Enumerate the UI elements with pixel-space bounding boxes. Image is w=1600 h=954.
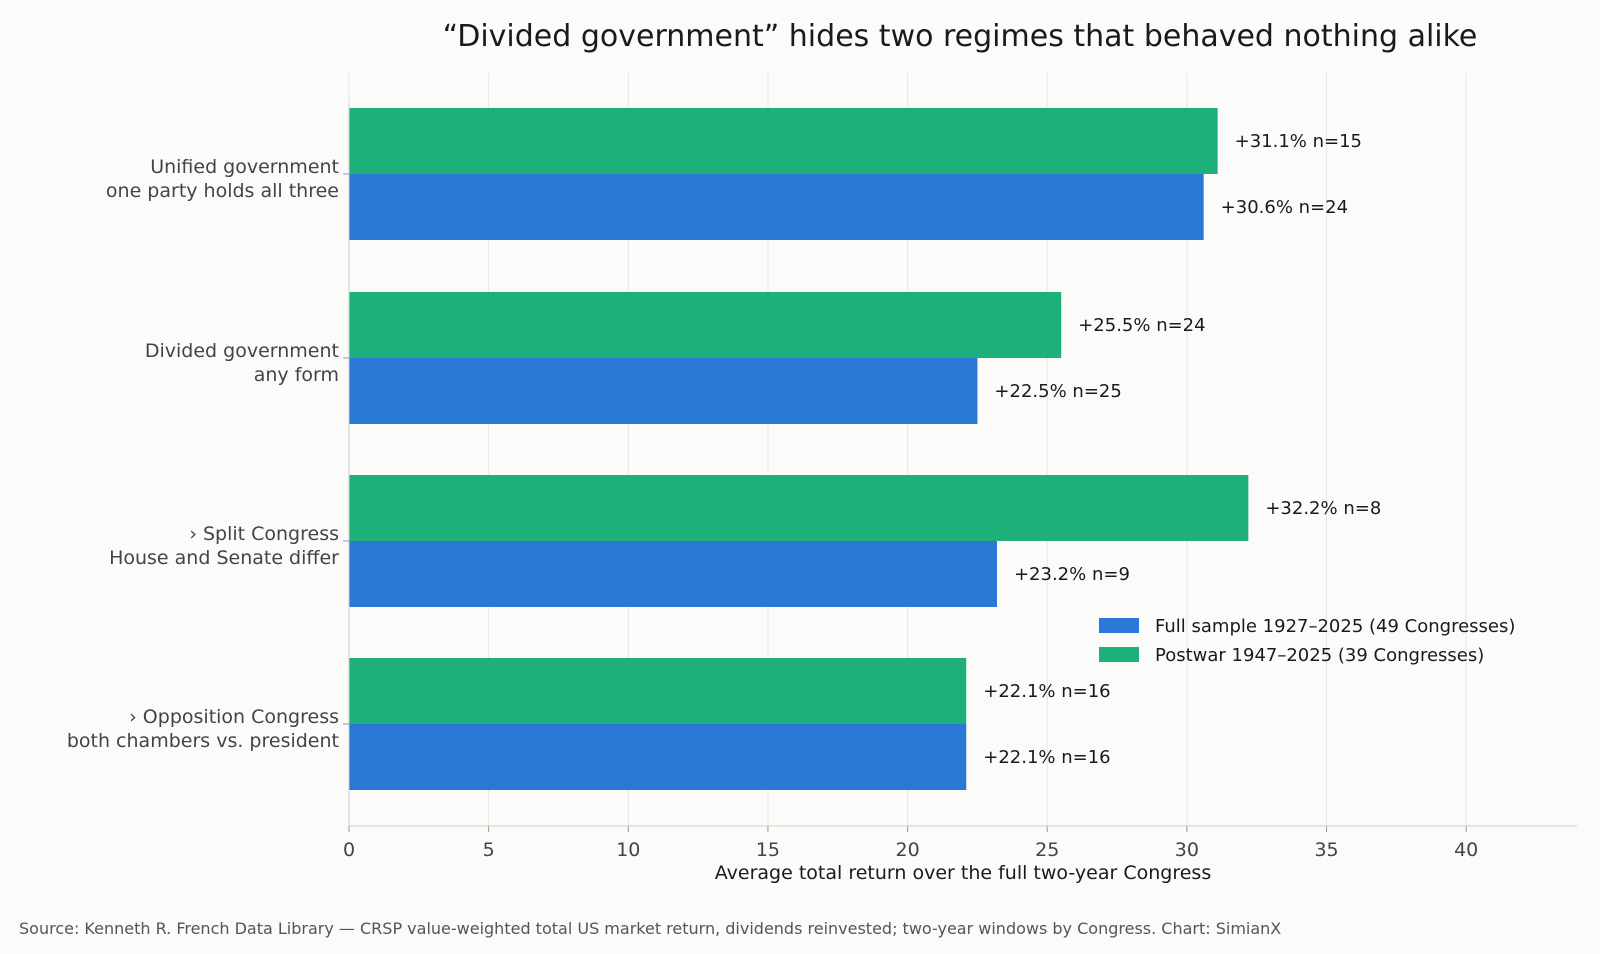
legend-label: Postwar 1947–2025 (39 Congresses) (1155, 645, 1484, 666)
bar-full-sample (349, 174, 1204, 240)
x-tick-label: 15 (756, 839, 780, 861)
data-label-postwar: +31.1% n=15 (1235, 131, 1362, 152)
legend-swatch (1099, 647, 1139, 662)
data-labels: +31.1% n=15 +30.6% n=24 +25.5% n=24 +22.5% … (983, 131, 1381, 768)
category-label-line2: any form (254, 364, 339, 386)
category-label-line2: House and Senate differ (109, 547, 339, 569)
legend-swatch (1099, 618, 1139, 633)
data-label-full-sample: +23.2% n=9 (1014, 564, 1130, 585)
category-label-line1: › Split Congress (189, 523, 339, 545)
data-label-postwar: +32.2% n=8 (1265, 498, 1381, 519)
bar-postwar (349, 292, 1062, 358)
data-label-full-sample: +22.5% n=25 (994, 381, 1121, 402)
x-axis: 0 5 10 15 20 25 30 35 40 (343, 103, 1577, 861)
x-tick-label: 5 (483, 839, 495, 861)
source-note: Source: Kenneth R. French Data Library —… (19, 919, 1281, 938)
chart-title: “Divided government” hides two regimes t… (443, 19, 1478, 54)
x-tick-label: 35 (1314, 839, 1338, 861)
bar-postwar (349, 475, 1249, 541)
bar-full-sample (349, 724, 967, 790)
data-label-full-sample: +30.6% n=24 (1221, 197, 1348, 218)
data-label-full-sample: +22.1% n=16 (983, 747, 1110, 768)
data-label-postwar: +22.1% n=16 (983, 681, 1110, 702)
x-tick-label: 20 (896, 839, 920, 861)
legend-label: Full sample 1927–2025 (49 Congresses) (1155, 616, 1515, 637)
x-tick-label: 25 (1035, 839, 1059, 861)
data-label-postwar: +25.5% n=24 (1078, 315, 1205, 336)
bar-postwar (349, 108, 1218, 174)
category-label-line2: one party holds all three (106, 180, 339, 202)
bars (349, 108, 1249, 790)
x-axis-title: Average total return over the full two-y… (715, 862, 1211, 884)
x-tick-label: 10 (616, 839, 640, 861)
bar-postwar (349, 658, 967, 724)
x-tick-label: 30 (1175, 839, 1199, 861)
bar-full-sample (349, 358, 978, 424)
category-label-line1: › Opposition Congress (129, 706, 339, 728)
x-tick-label: 40 (1454, 839, 1478, 861)
legend: Full sample 1927–2025 (49 Congresses) Pos… (1099, 616, 1515, 666)
x-tick-label: 0 (343, 839, 355, 861)
bar-full-sample (349, 541, 997, 607)
category-label-line1: Unified government (150, 156, 339, 178)
category-label-line1: Divided government (145, 340, 339, 362)
category-label-line2: both chambers vs. president (67, 730, 339, 752)
